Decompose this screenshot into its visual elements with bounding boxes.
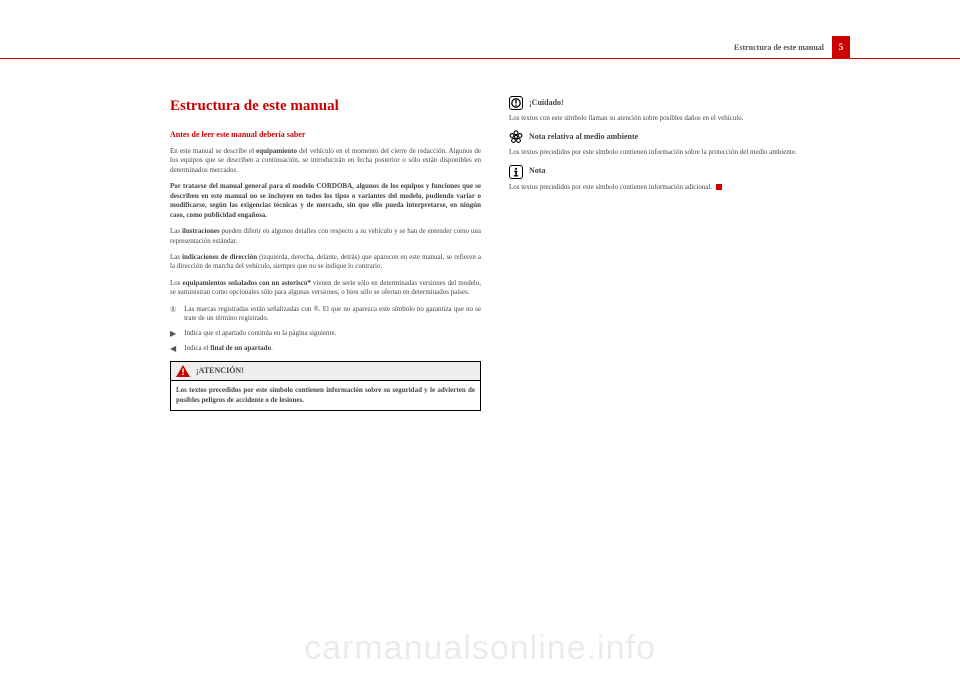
manual-page: Estructura de este manual 5 Estructura d… [0, 0, 960, 678]
page-number: 5 [832, 36, 850, 58]
bold-text: indicaciones de dirección [182, 253, 257, 261]
bold-text: ilustraciones [182, 227, 220, 235]
para-cordoba: Por tratarse del manual general para el … [170, 182, 481, 220]
bullet-end: ◀ Indica el final de un apartado. [170, 344, 481, 355]
attention-box: ¡ATENCIÓN! Los textos precedidos por est… [170, 361, 481, 411]
bullet-text: Indica que el apartado continúa en la pá… [184, 329, 481, 340]
para-ilustraciones: Las ilustraciones pueden diferir en algu… [170, 227, 481, 246]
watermark: carmanualsonline.info [0, 629, 960, 668]
caution-heading: ¡Cuidado! [509, 96, 820, 110]
text: Indica el [184, 344, 210, 352]
caution-label: ¡Cuidado! [529, 98, 564, 109]
end-of-section-icon [716, 184, 722, 190]
bullet-text: Indica el final de un apartado. [184, 344, 481, 355]
warning-triangle-icon [176, 365, 190, 377]
text: Los textos precedidos por este símbolo c… [509, 183, 712, 191]
bullet-continues: ▶ Indica que el apartado continúa en la … [170, 329, 481, 340]
main-title: Estructura de este manual [170, 96, 481, 116]
note-heading: Nota [509, 165, 820, 179]
para-equipamiento: En este manual se describe el equipamien… [170, 147, 481, 175]
registered-icon: ® [170, 305, 176, 324]
attention-label: ¡ATENCIÓN! [196, 366, 244, 377]
text: Las [170, 227, 182, 235]
header-section-title: Estructura de este manual [734, 43, 824, 52]
text: Los [170, 279, 183, 287]
header-rule [0, 58, 960, 59]
caution-circle-icon [509, 96, 523, 110]
page-header: Estructura de este manual 5 [734, 36, 850, 58]
environment-heading: Nota relativa al medio ambiente [509, 130, 820, 144]
bold-text: final de un apartado [210, 344, 271, 352]
para-direccion: Las indicaciones de dirección (izquierda… [170, 253, 481, 272]
para-asterisco: Los equipamientos señalados con un aster… [170, 279, 481, 298]
content-columns: Estructura de este manual Antes de leer … [170, 96, 820, 411]
sub-title: Antes de leer este manual debería saber [170, 130, 481, 141]
right-column: ¡Cuidado! Los textos con este símbolo ll… [509, 96, 820, 411]
triangle-right-icon: ▶ [170, 329, 176, 340]
bullet-trademark: ® Las marcas registradas están señalizad… [170, 305, 481, 324]
caution-text: Los textos con este símbolo llaman su at… [509, 114, 820, 123]
text: En este manual se describe el [170, 147, 256, 155]
bold-text: equipamiento [256, 147, 297, 155]
triangle-left-icon: ◀ [170, 344, 176, 355]
text: . [271, 344, 273, 352]
flower-icon [509, 130, 523, 144]
note-label: Nota [529, 166, 545, 177]
bold-text: equipamientos señalados con un asterisco… [183, 279, 311, 287]
attention-body: Los textos precedidos por este símbolo c… [171, 381, 480, 410]
environment-label: Nota relativa al medio ambiente [529, 132, 638, 143]
attention-header: ¡ATENCIÓN! [171, 362, 480, 381]
info-square-icon [509, 165, 523, 179]
environment-text: Los textos precedidos por este símbolo c… [509, 148, 820, 157]
bullet-text: Las marcas registradas están señalizadas… [184, 305, 481, 324]
text: Las [170, 253, 182, 261]
left-column: Estructura de este manual Antes de leer … [170, 96, 481, 411]
note-text: Los textos precedidos por este símbolo c… [509, 183, 820, 192]
